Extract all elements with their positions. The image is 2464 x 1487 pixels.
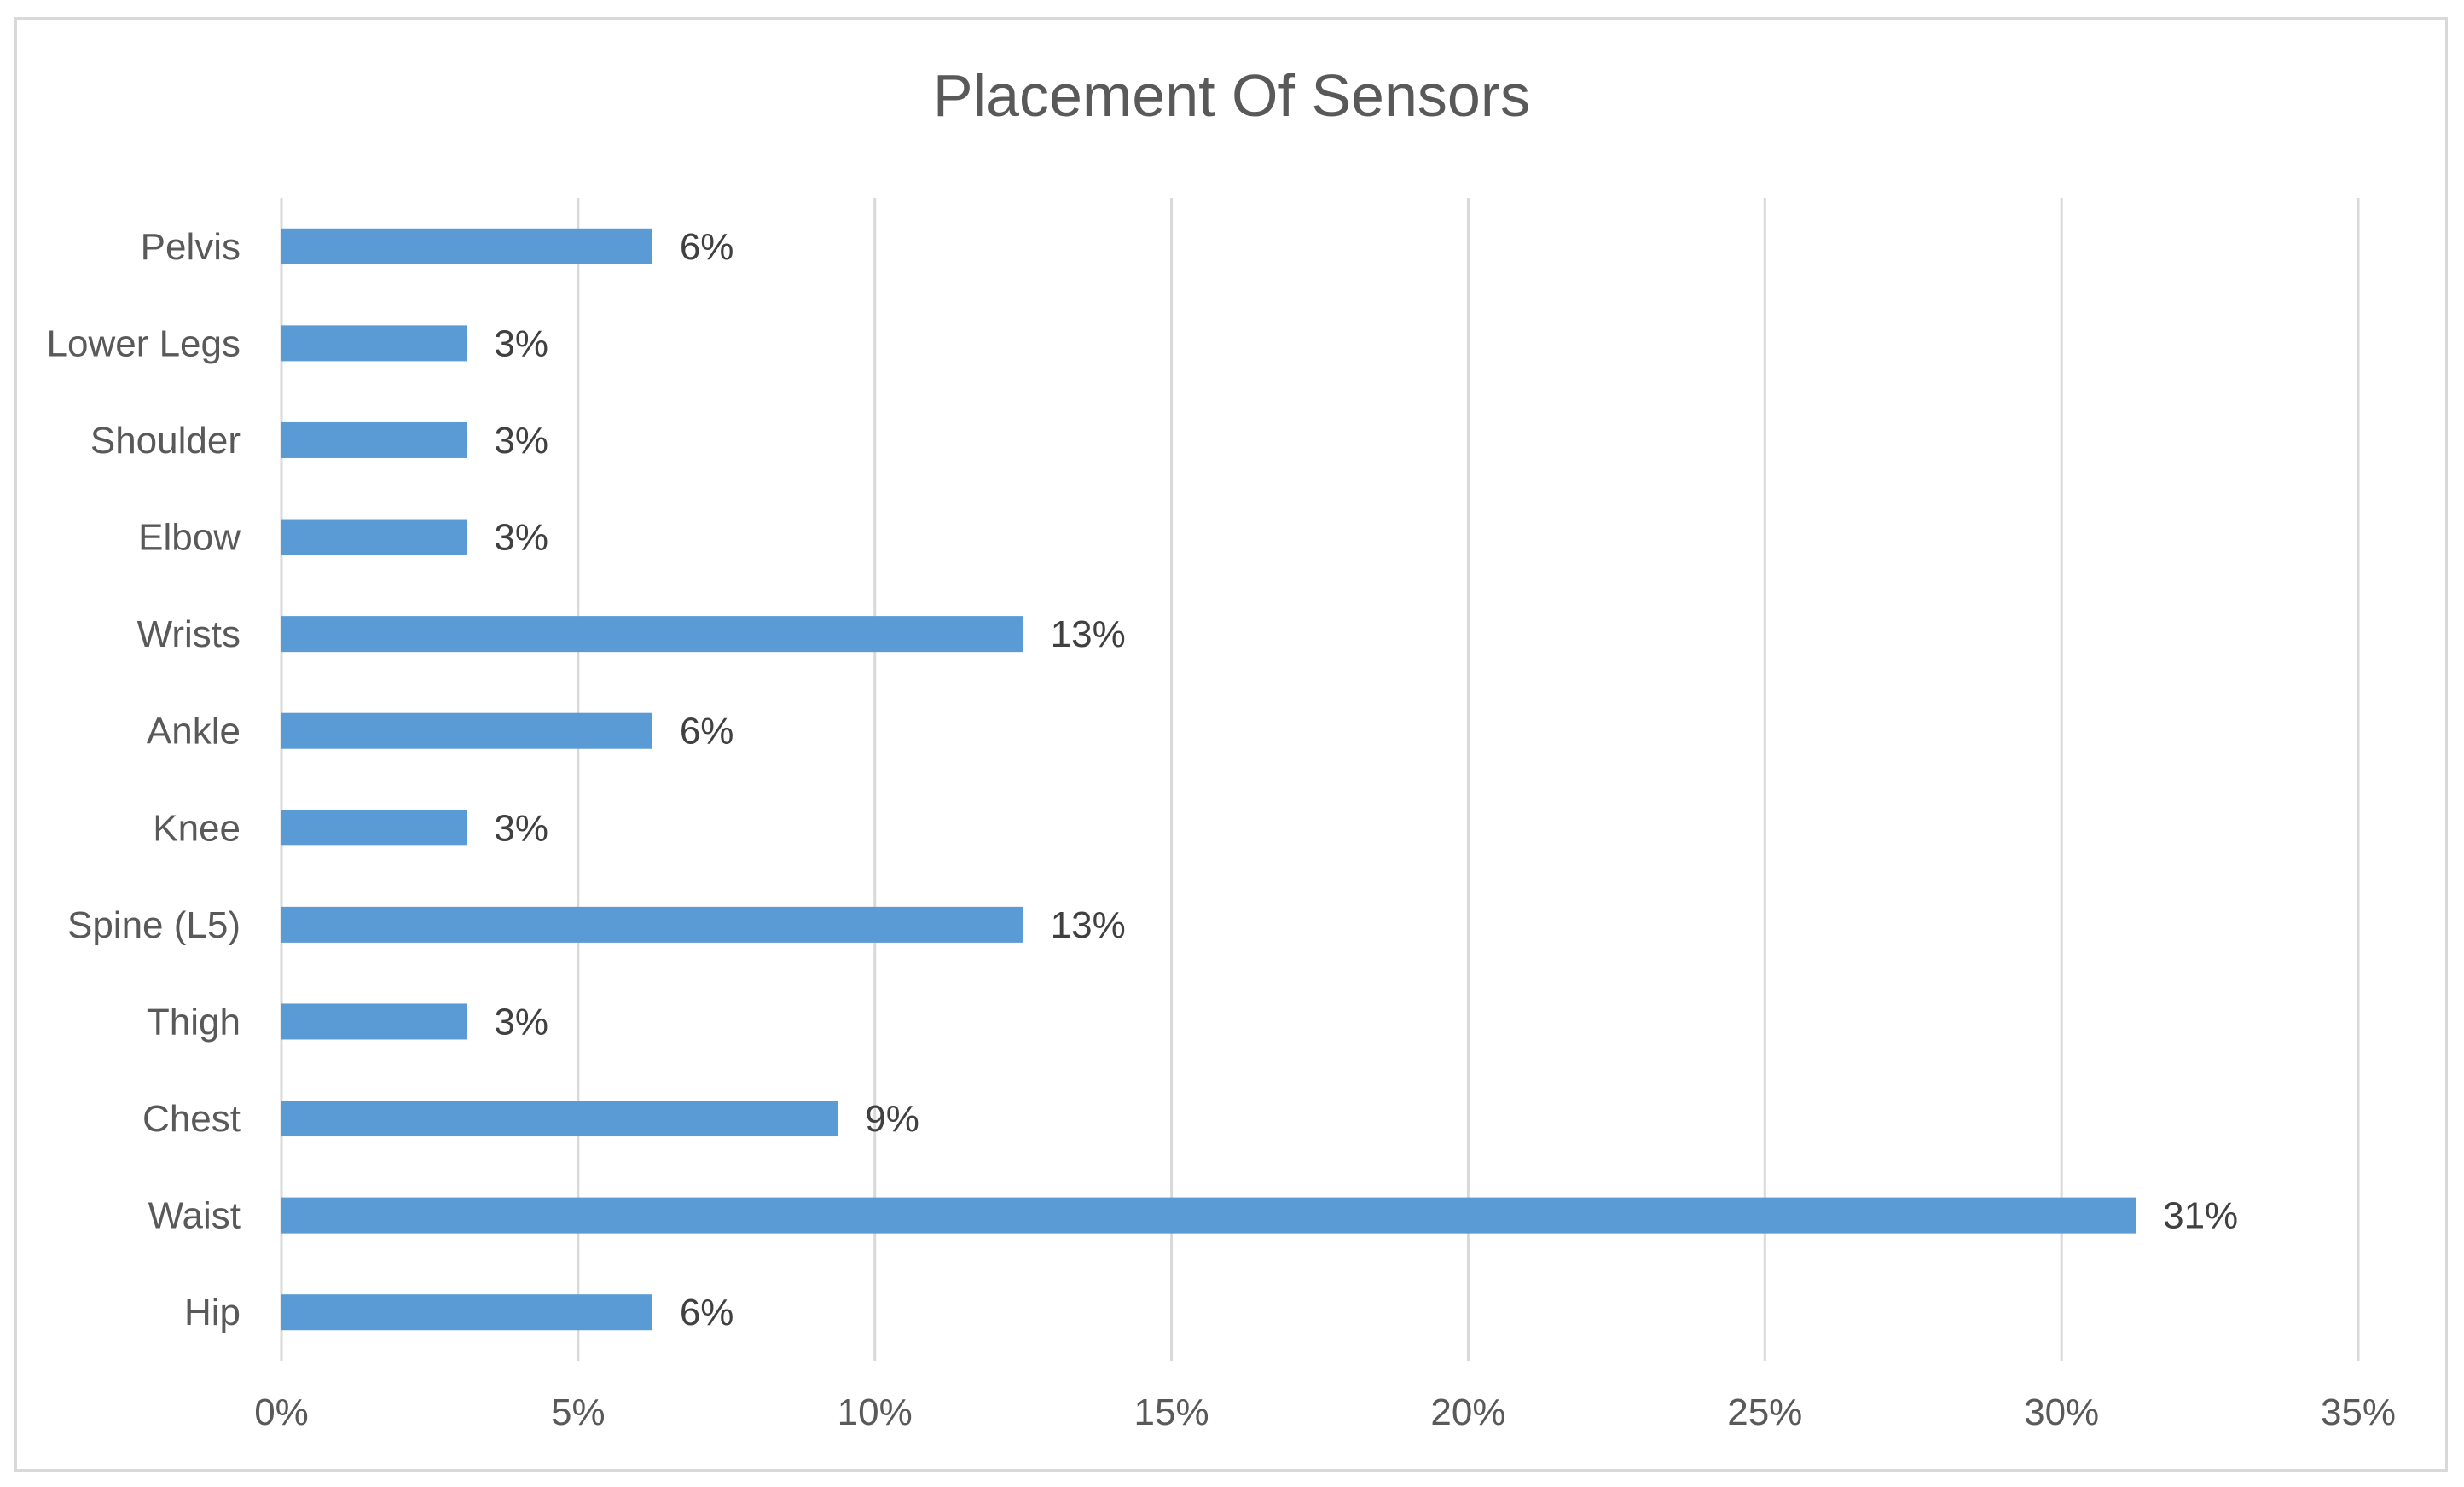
gridlines: [280, 198, 2360, 1361]
category-label: Spine (L5): [67, 904, 241, 946]
bar: [281, 519, 467, 555]
x-tick-label: 5%: [551, 1391, 606, 1433]
category-label: Ankle: [147, 711, 241, 752]
category-label: Shoulder: [90, 420, 241, 462]
bar: [281, 810, 467, 846]
bar: [281, 906, 1023, 943]
bar: [281, 1294, 652, 1331]
bar: [281, 1101, 838, 1137]
data-label: 13%: [1051, 613, 1126, 655]
category-label: Chest: [142, 1098, 241, 1140]
x-tick-label: 25%: [1727, 1391, 1802, 1433]
bar: [281, 1003, 467, 1040]
x-axis-tick-labels: 0% 5% 10% 15% 20% 25% 30% 35%: [254, 1391, 2396, 1433]
category-label: Lower Legs: [47, 322, 241, 364]
data-label: 3%: [494, 322, 548, 364]
x-tick-label: 20%: [1430, 1391, 1505, 1433]
x-tick-label: 10%: [838, 1391, 913, 1433]
bars: [281, 228, 2136, 1331]
bar: [281, 616, 1023, 653]
data-labels: 6% 31% 9% 3% 13% 3% 6% 13% 3% 3% 3% 6%: [494, 226, 2238, 1333]
category-label: Hip: [184, 1292, 241, 1333]
data-label: 9%: [865, 1098, 919, 1140]
category-label: Thigh: [147, 1001, 241, 1043]
data-label: 6%: [680, 711, 734, 752]
bar: [281, 1197, 2136, 1234]
category-label: Waist: [148, 1195, 241, 1237]
bar: [281, 712, 652, 749]
bar: [281, 228, 652, 264]
x-tick-label: 0%: [254, 1391, 309, 1433]
category-label: Knee: [153, 807, 241, 849]
data-label: 3%: [494, 517, 548, 559]
data-label: 13%: [1051, 904, 1126, 946]
data-label: 3%: [494, 420, 548, 462]
data-label: 3%: [494, 807, 548, 849]
category-label: Elbow: [138, 517, 241, 559]
data-label: 31%: [2163, 1195, 2238, 1237]
y-axis-category-labels: Hip Waist Chest Thigh Spine (L5) Knee Ankle Wri…: [47, 226, 241, 1333]
data-label: 6%: [680, 1292, 734, 1333]
bar: [281, 325, 467, 362]
x-tick-label: 30%: [2024, 1391, 2099, 1433]
data-label: 6%: [680, 226, 734, 268]
category-label: Pelvis: [141, 226, 241, 268]
x-tick-label: 35%: [2321, 1391, 2396, 1433]
x-tick-label: 15%: [1134, 1391, 1209, 1433]
data-label: 3%: [494, 1001, 548, 1043]
chart-title: Placement Of Sensors: [933, 62, 1530, 129]
bar: [281, 421, 467, 458]
category-label: Wrists: [137, 613, 241, 655]
